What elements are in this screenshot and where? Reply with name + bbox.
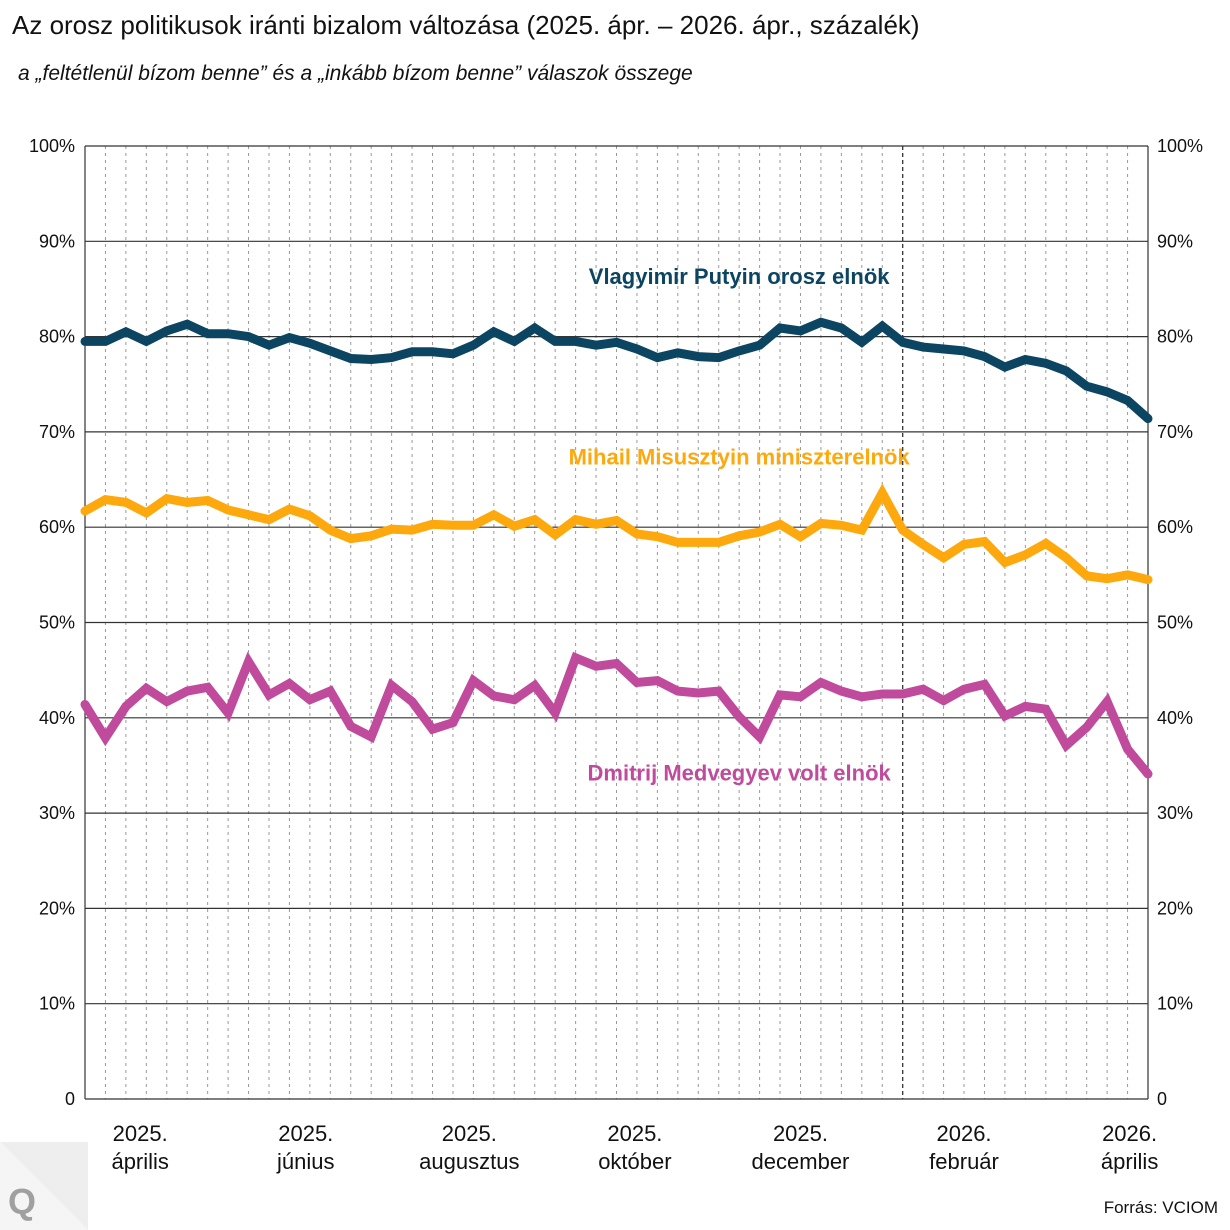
x-tick-label-month: augusztus [419,1149,519,1174]
x-tick-label-month: december [752,1149,850,1174]
x-tick-label-month: február [929,1149,999,1174]
y-tick-label-left: 40% [39,708,75,728]
y-tick-label-right: 50% [1157,613,1193,633]
y-tick-label-left: 100% [29,136,75,156]
y-tick-label-right: 0 [1157,1089,1167,1109]
y-tick-label-left: 90% [39,231,75,251]
x-tick-label-year: 2025. [607,1121,662,1146]
y-tick-label-left: 30% [39,803,75,823]
y-tick-label-left: 20% [39,898,75,918]
x-tick-label-year: 2026. [936,1121,991,1146]
series-label-2: Dmitrij Medvegyev volt elnök [588,761,892,786]
x-tick-label-year: 2025. [442,1121,497,1146]
source-note: Forrás: VCIOM [1103,1198,1218,1217]
x-tick-label-year: 2025. [773,1121,828,1146]
chart-title: Az orosz politikusok iránti bizalom vált… [12,10,920,40]
y-tick-label-right: 30% [1157,803,1193,823]
axes: 0 0 10% 10% 20% 20% 30% 30% 40% 40% 50% 50% 60% 60% 70… [29,136,1203,1174]
x-tick-label-year: 2025. [278,1121,333,1146]
y-tick-label-left: 50% [39,613,75,633]
x-tick-label-month: október [598,1149,671,1174]
y-tick-label-right: 10% [1157,994,1193,1014]
series-lines [80,317,1153,779]
x-tick-label-month: április [111,1149,168,1174]
logo: Q [0,1142,88,1230]
logo-text: Q [8,1181,36,1222]
grid [85,145,1148,1100]
y-tick-label-left: 0 [65,1089,75,1109]
x-tick-label-year: 2025. [113,1121,168,1146]
y-tick-label-right: 90% [1157,231,1193,251]
y-tick-label-left: 60% [39,517,75,537]
y-tick-label-right: 80% [1157,327,1193,347]
y-tick-label-right: 100% [1157,136,1203,156]
series-label-1: Mihail Misusztyin miniszterelnök [569,444,911,469]
y-tick-label-right: 70% [1157,422,1193,442]
y-tick-label-left: 70% [39,422,75,442]
y-tick-label-right: 60% [1157,517,1193,537]
x-tick-label-year: 2026. [1102,1121,1157,1146]
x-tick-label-month: június [276,1149,334,1174]
x-tick-label-month: április [1101,1149,1158,1174]
y-tick-label-right: 20% [1157,898,1193,918]
series-label-0: Vlagyimir Putyin orosz elnök [589,264,891,289]
y-tick-label-left: 80% [39,327,75,347]
logo-corner-shade [0,1142,88,1230]
y-tick-label-left: 10% [39,994,75,1014]
chart-subtitle: a „feltétlenül bízom benne” és a „inkább… [18,62,693,85]
y-tick-label-right: 40% [1157,708,1193,728]
labels: Vlagyimir Putyin orosz elnök Mihail Misus… [569,264,911,786]
